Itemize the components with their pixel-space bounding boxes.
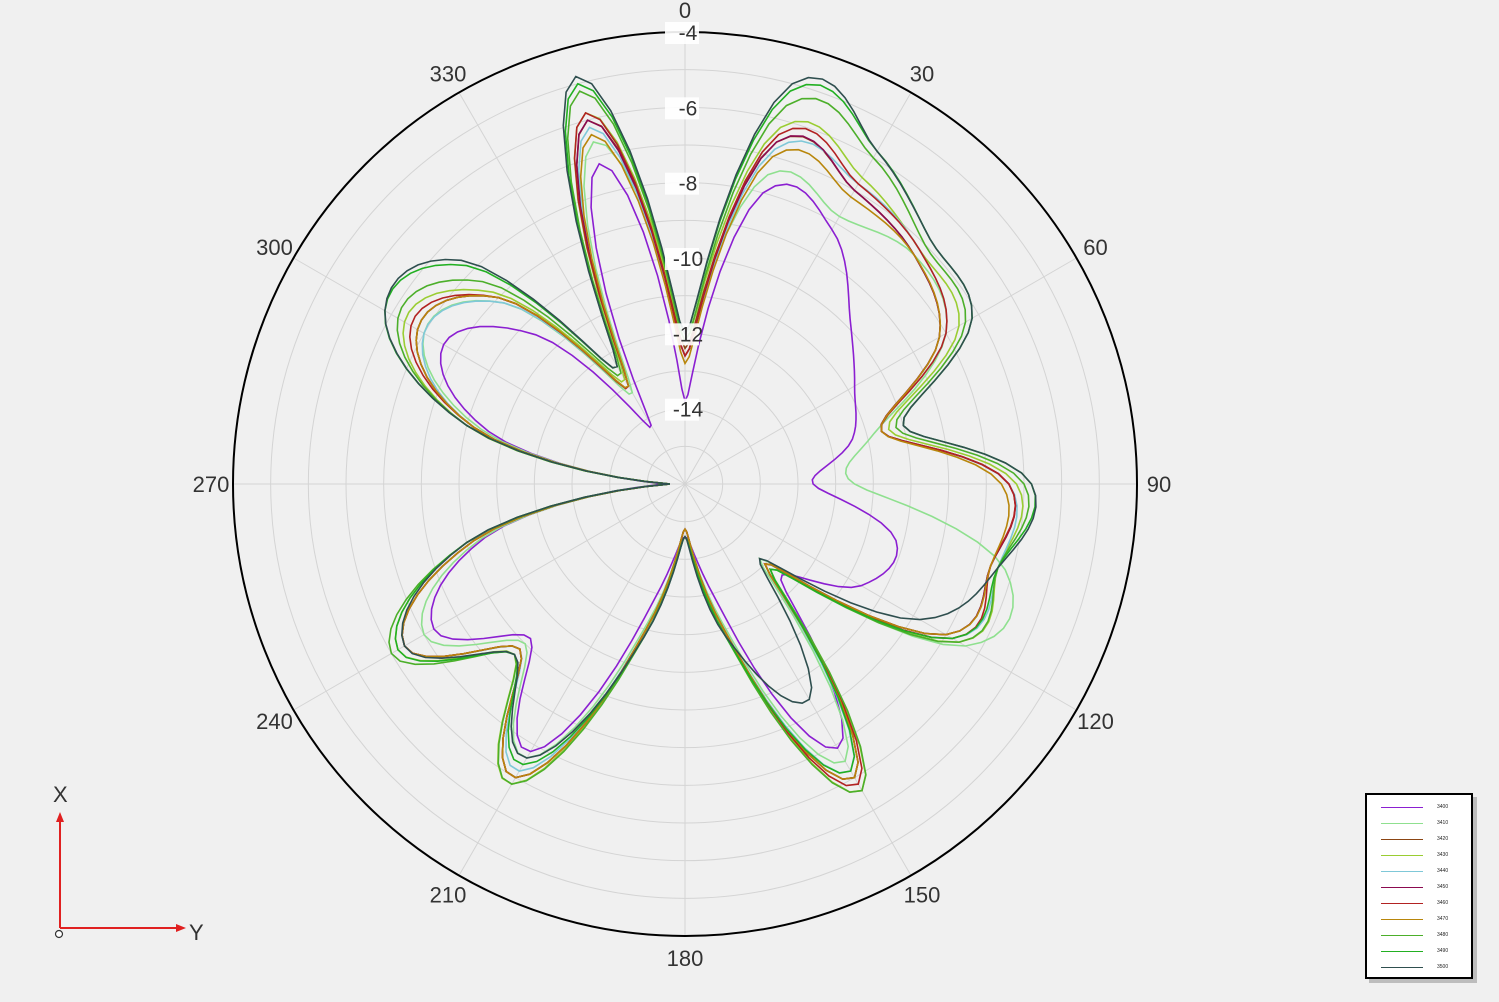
- legend-swatch: [1381, 934, 1423, 936]
- legend-label: 3400: [1437, 804, 1449, 810]
- angle-tick-label: 300: [256, 235, 293, 260]
- angle-tick-label: 0: [679, 0, 691, 23]
- legend-label: 3490: [1437, 948, 1449, 954]
- radial-tick-bg: [665, 172, 699, 195]
- y-arrowhead-icon: [176, 924, 186, 932]
- radial-tick-label: -8: [679, 173, 698, 196]
- series-line-3500: [384, 75, 1037, 759]
- legend-label: 3410: [1437, 820, 1449, 826]
- series-line-3400: [430, 162, 899, 753]
- grid-ring: [646, 445, 724, 523]
- legend-swatch: [1381, 870, 1423, 872]
- legend-label: 3450: [1437, 884, 1449, 890]
- grid-ring: [571, 370, 799, 598]
- legend-label: 3480: [1437, 932, 1449, 938]
- legend-swatch: [1381, 806, 1423, 808]
- legend-item: 3490: [1373, 943, 1465, 959]
- radial-tick-bg: [665, 248, 699, 270]
- legend: 3400 3410 3420 3430 3440 3450 3460 3470 3480 3490…: [1365, 793, 1473, 979]
- legend-swatch: [1381, 886, 1423, 888]
- radial-tick-label: -14: [673, 399, 704, 422]
- legend-swatch: [1381, 902, 1423, 904]
- series-line-3430: [394, 111, 1024, 793]
- grid-ring: [420, 219, 950, 749]
- y-axis-label: Y: [189, 920, 204, 945]
- x-axis-label: X: [53, 782, 68, 807]
- legend-label: 3440: [1437, 868, 1449, 874]
- legend-item: 3400: [1373, 799, 1465, 815]
- legend-item: 3440: [1373, 863, 1465, 879]
- legend-item: 3460: [1373, 895, 1465, 911]
- series-line-3470: [401, 133, 1010, 781]
- legend-swatch: [1381, 966, 1423, 968]
- angle-tick-label: 90: [1147, 472, 1171, 497]
- angle-tick-label: 120: [1077, 709, 1114, 734]
- radial-tick-label: -6: [679, 97, 698, 120]
- legend-label: 3420: [1437, 836, 1449, 842]
- series-group: [384, 75, 1037, 794]
- angle-tick-label: 270: [193, 472, 230, 497]
- angle-tick-label: 180: [667, 946, 704, 971]
- radial-tick-label: -12: [673, 323, 703, 346]
- radial-tick-label: -4: [679, 22, 698, 45]
- angle-tick-label: 60: [1083, 235, 1107, 260]
- legend-label: 3430: [1437, 852, 1449, 858]
- legend-label: 3500: [1437, 964, 1449, 970]
- series-line-3440: [401, 126, 1018, 774]
- x-arrowhead-icon: [56, 812, 64, 822]
- grid-ring: [496, 295, 874, 673]
- origin-icon: [54, 929, 64, 939]
- angle-tick-label: 30: [910, 62, 934, 87]
- angle-tick-label: 150: [904, 882, 941, 907]
- legend-item: 3480: [1373, 927, 1465, 943]
- legend-label: 3470: [1437, 916, 1449, 922]
- series-line-3450: [401, 119, 1017, 781]
- legend-item: 3450: [1373, 879, 1465, 895]
- series-line-3460: [401, 111, 1017, 787]
- legend-label: 3460: [1437, 900, 1449, 906]
- series-line-3490: [384, 82, 1037, 774]
- radial-tick-label: -10: [673, 248, 703, 271]
- radial-tick-bg: [665, 323, 699, 346]
- legend-swatch: [1381, 838, 1423, 840]
- grid-ring: [270, 69, 1100, 899]
- legend-item: 3410: [1373, 815, 1465, 831]
- radial-tick-bg: [665, 97, 699, 120]
- radial-tick-bg: [665, 22, 699, 44]
- axis-indicator: X Y: [53, 782, 204, 945]
- legend-swatch: [1381, 854, 1423, 856]
- legend-item: 3470: [1373, 911, 1465, 927]
- radial-tick-bg: [665, 398, 699, 421]
- legend-item: 3500: [1373, 959, 1465, 975]
- series-line-3420: [401, 119, 1017, 781]
- angle-tick-label: 330: [430, 62, 467, 87]
- legend-item: 3420: [1373, 831, 1465, 847]
- legend-swatch: [1381, 950, 1423, 952]
- angle-tick-label: 210: [430, 882, 467, 907]
- axis-labels: 0 30 60 90 120 150 180 210 240 270 300 330 -4 -6 -8 -10…: [193, 0, 1172, 971]
- legend-item: 3430: [1373, 847, 1465, 863]
- legend-swatch: [1381, 918, 1423, 920]
- angle-tick-label: 240: [256, 709, 293, 734]
- legend-swatch: [1381, 822, 1423, 824]
